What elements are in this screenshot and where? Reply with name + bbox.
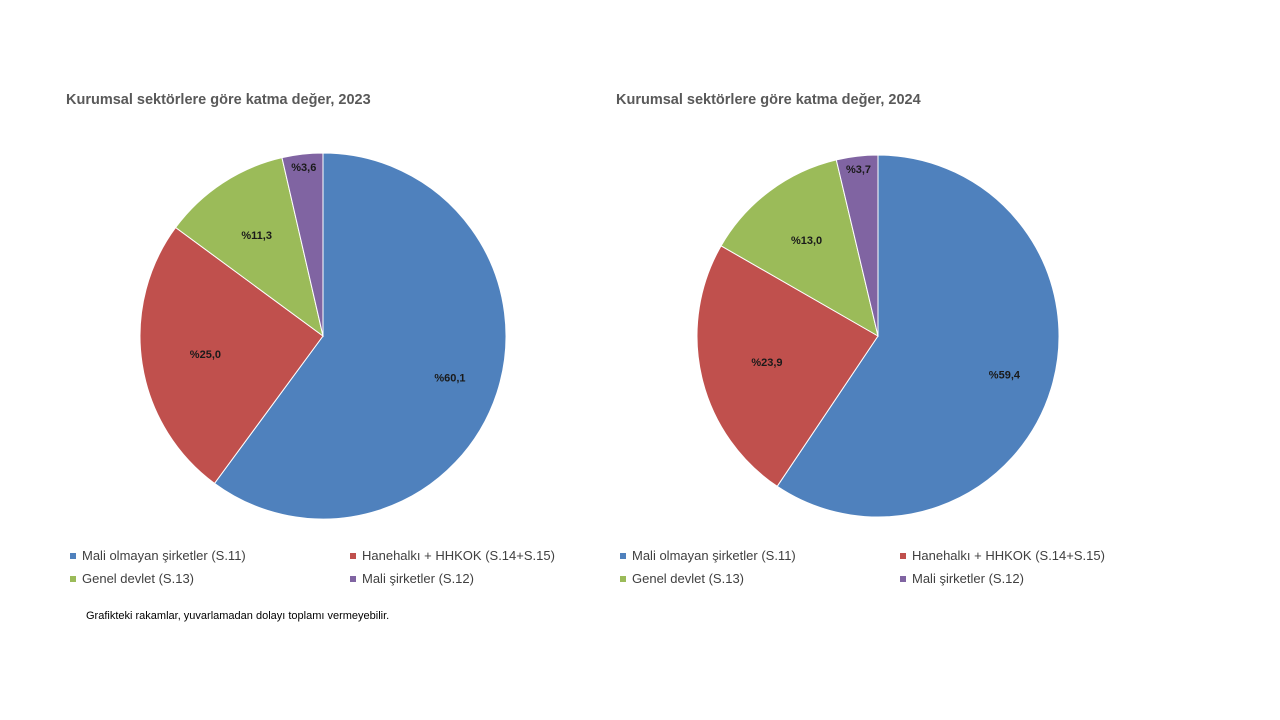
- legend-label: Genel devlet (S.13): [82, 571, 195, 586]
- legend-item-s11: Mali olmayan şirketler (S.11): [70, 548, 350, 563]
- pie-chart-2023: %60,1 %25,0 %11,3 %3,6: [139, 152, 507, 520]
- legend-label: Genel devlet (S.13): [632, 571, 745, 586]
- data-label-mali-sirketler: %3,6: [291, 162, 316, 174]
- chart-2024: Kurumsal sektörlere göre katma değer, 20…: [608, 80, 1168, 640]
- legend-item-s14-s15: Hanehalkı + HHKOK (S.14+S.15): [350, 548, 610, 563]
- pie-slice-mali-sirketler: [281, 152, 324, 337]
- data-label-genel-devlet: %13,0: [791, 235, 822, 247]
- data-label-genel-devlet: %11,3: [241, 230, 272, 242]
- chart-title: Kurumsal sektörlere göre katma değer, 20…: [66, 92, 371, 108]
- legend-label: Mali şirketler (S.12): [912, 571, 1024, 586]
- legend-label: Hanehalkı + HHKOK (S.14+S.15): [912, 548, 1105, 563]
- legend-swatch: [350, 575, 356, 582]
- legend-swatch: [70, 575, 76, 582]
- legend-item-s13: Genel devlet (S.13): [70, 571, 350, 586]
- legend-label: Mali şirketler (S.12): [362, 571, 474, 586]
- pie-slice-mali-sirketler: [835, 154, 879, 337]
- legend-swatch: [900, 575, 906, 582]
- legend: Mali olmayan şirketler (S.11) Hanehalkı …: [70, 548, 610, 586]
- pie-slice-mali-olmayan-sirketler: [776, 154, 1060, 518]
- legend-swatch: [620, 575, 626, 582]
- legend: Mali olmayan şirketler (S.11) Hanehalkı …: [620, 548, 1160, 586]
- legend-item-s12: Mali şirketler (S.12): [900, 571, 1160, 586]
- pie-slice-hanehalki-hhkok: [139, 226, 324, 485]
- legend-swatch: [350, 552, 356, 559]
- chart-2023: Kurumsal sektörlere göre katma değer, 20…: [58, 80, 618, 640]
- legend-swatch: [900, 552, 906, 559]
- legend-item-s11: Mali olmayan şirketler (S.11): [620, 548, 900, 563]
- legend-item-s13: Genel devlet (S.13): [620, 571, 900, 586]
- legend-swatch: [70, 552, 76, 559]
- legend-label: Mali olmayan şirketler (S.11): [82, 548, 246, 563]
- legend-item-s14-s15: Hanehalkı + HHKOK (S.14+S.15): [900, 548, 1160, 563]
- legend-item-s12: Mali şirketler (S.12): [350, 571, 610, 586]
- pie-slice-mali-olmayan-sirketler: [213, 152, 507, 520]
- pie-slice-genel-devlet: [174, 157, 324, 338]
- chart-title: Kurumsal sektörlere göre katma değer, 20…: [616, 92, 921, 108]
- legend-label: Hanehalkı + HHKOK (S.14+S.15): [362, 548, 555, 563]
- data-label-mali-olmayan-sirketler: %59,4: [989, 369, 1021, 381]
- data-label-mali-sirketler: %3,7: [846, 164, 871, 176]
- data-label-hanehalki-hhkok: %23,9: [751, 357, 782, 369]
- pie-slice-genel-devlet: [720, 159, 879, 338]
- data-label-mali-olmayan-sirketler: %60,1: [434, 373, 465, 385]
- data-label-hanehalki-hhkok: %25,0: [190, 349, 221, 361]
- legend-swatch: [620, 552, 626, 559]
- footnote: Grafikteki rakamlar, yuvarlamadan dolayı…: [86, 610, 390, 622]
- pie-chart-2024: %59,4 %23,9 %13,0 %3,7: [696, 154, 1060, 518]
- legend-label: Mali olmayan şirketler (S.11): [632, 548, 796, 563]
- pie-slice-hanehalki-hhkok: [696, 245, 879, 488]
